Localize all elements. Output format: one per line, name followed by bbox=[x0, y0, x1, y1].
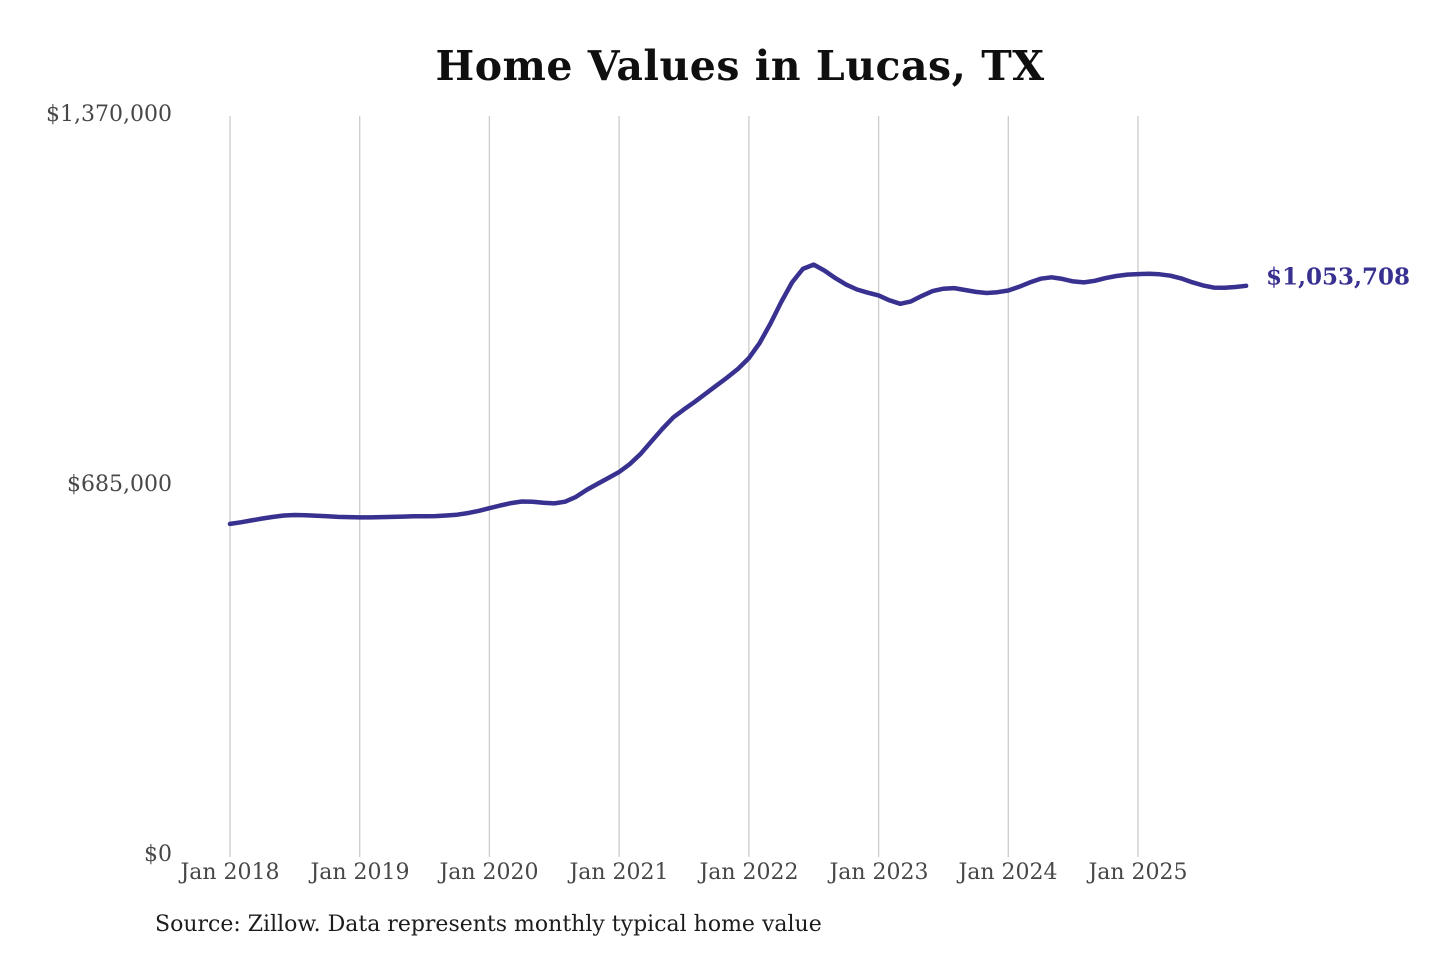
x-tick-label: Jan 2025 bbox=[1088, 860, 1188, 885]
x-tick-label: Jan 2023 bbox=[829, 860, 929, 885]
y-tick-label: $685,000 bbox=[67, 472, 172, 497]
latest-value-label: $1,053,708 bbox=[1266, 263, 1411, 291]
x-tick-label: Jan 2024 bbox=[958, 860, 1058, 885]
source-note: Source: Zillow. Data represents monthly … bbox=[155, 912, 822, 937]
x-tick-label: Jan 2020 bbox=[439, 860, 539, 885]
y-tick-label: $0 bbox=[144, 842, 172, 867]
x-tick-label: Jan 2022 bbox=[699, 860, 799, 885]
vertical-gridlines bbox=[229, 116, 1139, 857]
x-tick-label: Jan 2021 bbox=[569, 860, 669, 885]
chart-title: Home Values in Lucas, TX bbox=[435, 42, 1045, 90]
home-value-line bbox=[227, 262, 1249, 527]
x-tick-label: Jan 2018 bbox=[180, 860, 280, 885]
y-tick-label: $1,370,000 bbox=[46, 102, 172, 127]
x-tick-label: Jan 2019 bbox=[310, 860, 410, 885]
